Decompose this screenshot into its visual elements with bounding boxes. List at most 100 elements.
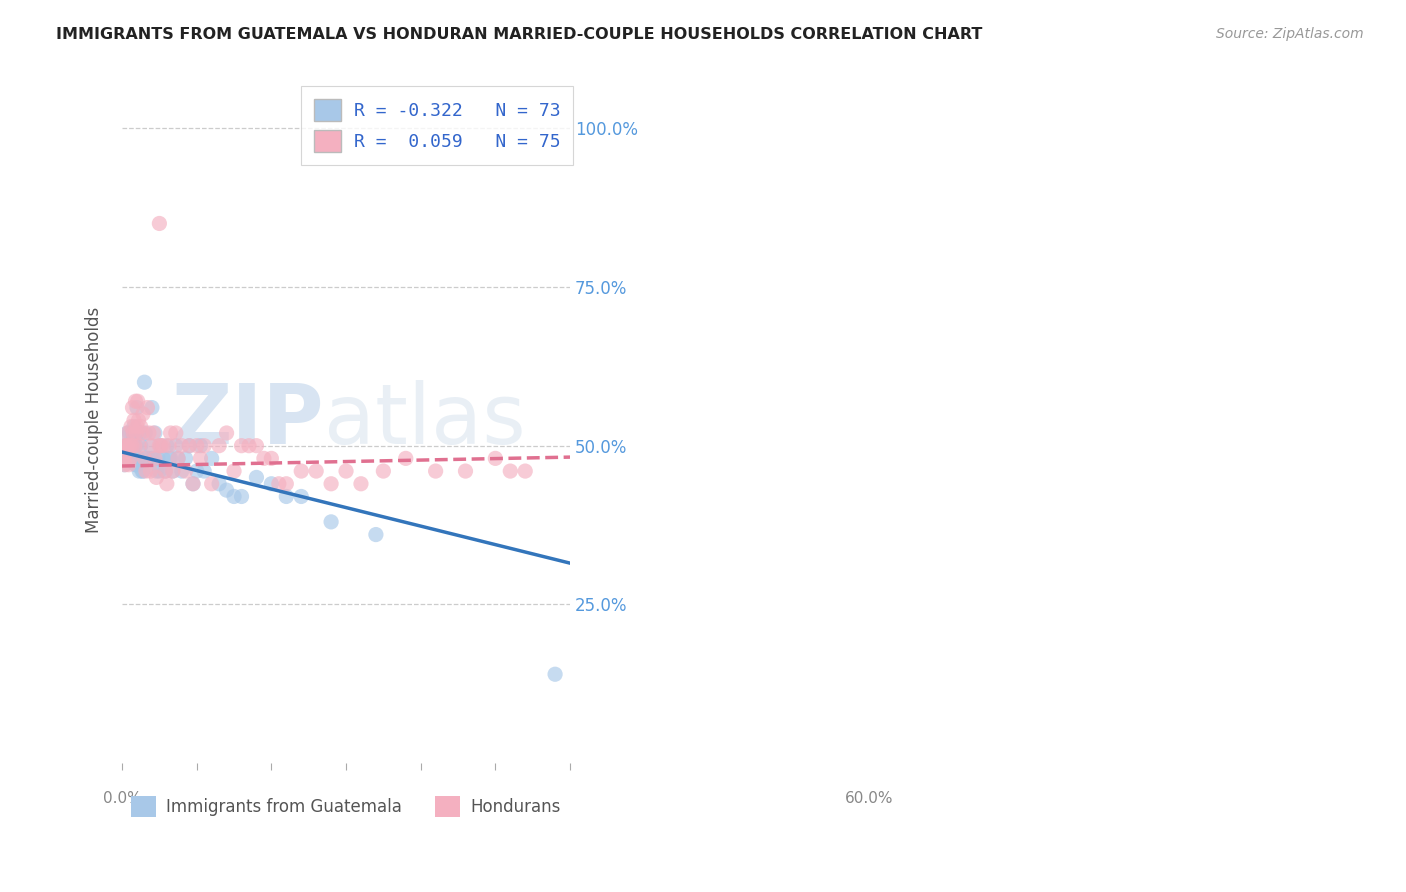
Point [142, 425, 165, 440]
Point [142, 451, 165, 466]
Point [117, 439, 139, 453]
Point [157, 439, 180, 453]
Point [305, 464, 328, 478]
Point [121, 439, 143, 453]
Point [186, 439, 208, 453]
Point [156, 439, 179, 453]
Point [157, 451, 180, 466]
Point [125, 439, 148, 453]
Point [138, 439, 160, 453]
Point [132, 407, 155, 421]
Point [276, 476, 298, 491]
Point [125, 458, 148, 472]
Point [190, 451, 212, 466]
Point [125, 425, 148, 440]
Point [122, 419, 145, 434]
Point [193, 439, 215, 453]
Point [124, 451, 146, 466]
Point [179, 439, 201, 453]
Point [120, 439, 142, 453]
Point [143, 425, 166, 440]
Point [125, 425, 148, 440]
Point [134, 375, 156, 389]
Point [118, 458, 141, 472]
Point [170, 439, 193, 453]
Point [118, 451, 141, 466]
Text: 0.0%: 0.0% [103, 790, 142, 805]
Point [290, 464, 312, 478]
Point [260, 451, 283, 466]
Point [115, 445, 138, 459]
Point [253, 451, 276, 466]
Point [129, 425, 152, 440]
Point [125, 401, 148, 415]
Point [135, 464, 157, 478]
Point [167, 451, 190, 466]
Point [238, 439, 260, 453]
Point [484, 451, 506, 466]
Point [118, 445, 141, 459]
Point [145, 464, 167, 478]
Point [128, 439, 150, 453]
Point [134, 425, 156, 440]
Point [124, 458, 146, 472]
Point [425, 464, 447, 478]
Point [364, 527, 387, 541]
Point [181, 476, 204, 491]
Point [112, 451, 135, 466]
Point [231, 490, 253, 504]
Point [132, 464, 155, 478]
Point [112, 451, 135, 466]
Point [122, 439, 145, 453]
Point [127, 413, 149, 427]
Point [122, 425, 145, 440]
Legend: Immigrants from Guatemala, Hondurans: Immigrants from Guatemala, Hondurans [125, 789, 568, 823]
Point [131, 425, 153, 440]
Point [222, 464, 245, 478]
Point [335, 464, 357, 478]
Point [319, 515, 342, 529]
Point [152, 439, 174, 453]
Point [145, 470, 167, 484]
Point [128, 464, 150, 478]
Point [121, 439, 143, 453]
Point [114, 445, 136, 459]
Point [112, 458, 135, 472]
Point [152, 451, 174, 466]
Point [174, 464, 197, 478]
Point [159, 425, 181, 440]
Text: ZIP: ZIP [172, 380, 323, 461]
Point [165, 439, 187, 453]
Point [124, 394, 146, 409]
Point [118, 425, 141, 440]
Point [114, 439, 136, 453]
Point [125, 419, 148, 434]
Point [141, 401, 163, 415]
Point [179, 439, 201, 453]
Point [127, 451, 149, 466]
Point [139, 464, 162, 478]
Point [260, 476, 283, 491]
Point [112, 439, 135, 453]
Point [141, 451, 163, 466]
Point [499, 464, 522, 478]
Point [170, 464, 193, 478]
Point [114, 439, 136, 453]
Point [129, 419, 152, 434]
Point [454, 464, 477, 478]
Text: Source: ZipAtlas.com: Source: ZipAtlas.com [1216, 27, 1364, 41]
Point [174, 451, 197, 466]
Point [131, 464, 153, 478]
Text: IMMIGRANTS FROM GUATEMALA VS HONDURAN MARRIED-COUPLE HOUSEHOLDS CORRELATION CHAR: IMMIGRANTS FROM GUATEMALA VS HONDURAN MA… [56, 27, 983, 42]
Point [350, 476, 373, 491]
Point [127, 394, 149, 409]
Point [117, 425, 139, 440]
Point [124, 425, 146, 440]
Point [155, 464, 177, 478]
Point [245, 470, 267, 484]
Point [159, 451, 181, 466]
Point [122, 433, 145, 447]
Point [181, 476, 204, 491]
Point [138, 425, 160, 440]
Point [117, 451, 139, 466]
